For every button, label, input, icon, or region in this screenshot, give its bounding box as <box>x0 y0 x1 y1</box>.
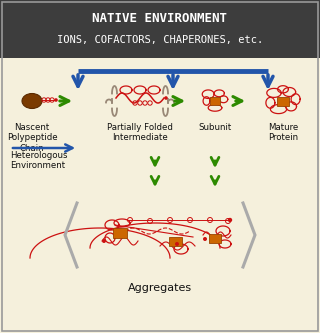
Text: Partially Folded
Intermediate: Partially Folded Intermediate <box>107 123 173 143</box>
Text: Heterologous
Environment: Heterologous Environment <box>10 151 68 170</box>
Text: IONS, COFACTORS, CHAPERONES, etc.: IONS, COFACTORS, CHAPERONES, etc. <box>57 35 263 45</box>
Circle shape <box>164 96 168 100</box>
Circle shape <box>175 242 179 246</box>
Circle shape <box>203 237 207 241</box>
Circle shape <box>54 98 58 102</box>
Text: Mature
Protein: Mature Protein <box>268 123 298 143</box>
Bar <box>113 228 127 238</box>
Text: Nascent
Polypeptide
Chain: Nascent Polypeptide Chain <box>7 123 57 153</box>
Circle shape <box>102 239 106 243</box>
Circle shape <box>228 218 232 222</box>
Text: Aggregates: Aggregates <box>128 283 192 293</box>
Text: Subunit: Subunit <box>198 123 232 132</box>
Ellipse shape <box>22 94 42 109</box>
Bar <box>169 236 181 245</box>
Bar <box>277 97 289 106</box>
Bar <box>210 97 220 105</box>
Text: NATIVE ENVIRONMENT: NATIVE ENVIRONMENT <box>92 12 228 25</box>
Bar <box>209 233 221 242</box>
Bar <box>0 0 320 58</box>
